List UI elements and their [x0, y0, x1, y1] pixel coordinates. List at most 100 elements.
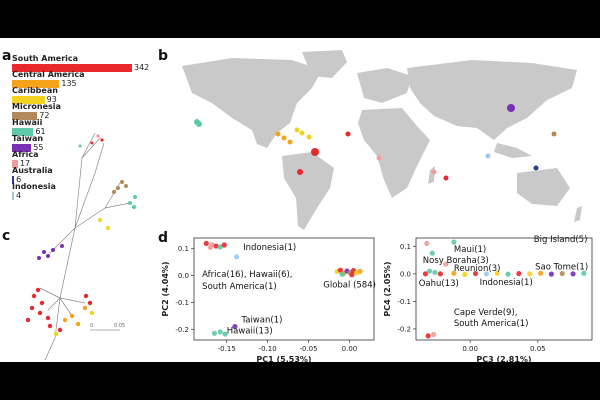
point-annotation: Big Island(5) — [534, 235, 588, 245]
bar-label: Africa — [12, 150, 39, 159]
data-point — [233, 254, 240, 260]
plot-frame — [193, 237, 375, 341]
y-tick-label: -0.2 — [175, 326, 189, 334]
point-annotation: Taiwan(1) — [240, 316, 282, 326]
bar-value: 17 — [19, 159, 31, 168]
point-annotation: Indonesia(1) — [243, 243, 296, 253]
bar-value: 55 — [33, 143, 44, 152]
data-point — [451, 270, 457, 276]
point-annotation: Maui(1) — [454, 245, 486, 255]
bar-fill — [12, 112, 38, 120]
data-point — [426, 268, 433, 274]
plot-frame — [415, 237, 593, 341]
bar-label: Indonesia — [12, 182, 56, 191]
y-tick-label: 0.0 — [178, 272, 189, 280]
bar-label: Caribbean — [12, 86, 58, 95]
x-tick-label: -0.15 — [218, 345, 236, 353]
bar-value: 61 — [35, 127, 46, 136]
data-point — [221, 242, 227, 248]
data-point — [424, 240, 430, 247]
data-point — [213, 243, 219, 249]
tree-tips — [37, 134, 137, 260]
figure-canvas: a South America 342 Central America 135 Cari… — [0, 38, 600, 362]
data-point — [431, 331, 437, 338]
map-land — [182, 50, 582, 230]
y-tick-label: -0.1 — [397, 298, 411, 306]
data-point — [437, 271, 443, 277]
panel-label-a: a — [2, 48, 12, 64]
bar-label: Taiwan — [12, 134, 44, 143]
point-annotation: Sao Tome(1) — [535, 263, 588, 273]
point-annotation: Reunion(3) — [454, 264, 501, 274]
bar-value: 72 — [39, 111, 50, 120]
pca-plot-pc3-pc4: 0.00 0.05 0.1 0.0 -0.1 -0.2 PC3 (2.81%) PC4 (2.… — [383, 235, 593, 362]
bar-label: South America — [12, 54, 79, 63]
bar-value: 93 — [46, 95, 57, 104]
data-point — [548, 271, 554, 277]
data-point — [211, 330, 218, 336]
data-point — [232, 323, 238, 330]
world-map — [182, 50, 582, 230]
point-annotation: Hawaii(13) — [227, 326, 273, 336]
point-annotation: Indonesia(1) — [480, 278, 533, 288]
data-point — [429, 250, 435, 256]
data-point — [581, 270, 587, 276]
tree-scale-label: 0.05 — [114, 323, 125, 329]
x-tick-label: -0.10 — [259, 345, 277, 353]
data-point — [339, 271, 345, 277]
bar-label: Central America — [12, 70, 85, 79]
data-point — [472, 270, 479, 277]
y-tick-label: 0.1 — [400, 243, 411, 251]
data-point — [203, 240, 209, 246]
x-axis-label: PC3 (2.81%) — [476, 355, 531, 362]
x-tick-label: 0.00 — [342, 345, 358, 353]
panel-label-d: d — [158, 230, 169, 246]
data-point — [516, 270, 522, 277]
y-axis-label: PC4 (2.05%) — [383, 261, 392, 316]
bar-fill — [12, 80, 60, 88]
bar-value: 6 — [16, 175, 22, 184]
data-point — [422, 271, 429, 277]
data-point — [432, 269, 438, 276]
data-point — [349, 272, 355, 278]
panel-label-b: b — [158, 48, 169, 64]
data-point — [570, 271, 576, 277]
data-point — [483, 271, 489, 277]
bar-value: 342 — [134, 63, 150, 72]
data-point — [537, 270, 544, 276]
bar-label: Australia — [12, 166, 53, 175]
point-annotation: Global (584) — [323, 281, 376, 291]
x-tick-label: 0.05 — [530, 345, 546, 353]
bar-fill — [12, 176, 15, 184]
bar-label: Hawaii — [12, 118, 43, 127]
point-annotation: South America(1) — [202, 282, 277, 292]
data-point — [527, 271, 533, 277]
bar-fill — [12, 96, 45, 104]
point-annotation: Nosy Boraha(3) — [423, 256, 489, 266]
data-point — [217, 329, 223, 335]
data-point — [462, 271, 468, 277]
point-annotation: Cape Verde(9), — [454, 308, 518, 318]
x-tick-label: 0.00 — [462, 345, 478, 353]
y-tick-label: -0.2 — [397, 325, 411, 333]
y-tick-label: -0.1 — [175, 299, 189, 307]
point-annotation: South America(1) — [454, 319, 529, 329]
data-point — [443, 261, 449, 267]
x-tick-label: -0.05 — [299, 345, 317, 353]
bar-fill — [12, 64, 132, 72]
data-point — [337, 267, 344, 273]
bar-value: 135 — [61, 79, 77, 88]
point-annotation: Africa(16), Hawaii(6), — [202, 270, 292, 280]
panel-label-c: c — [2, 228, 11, 244]
data-point — [559, 270, 565, 277]
bar-fill — [12, 128, 34, 136]
map-sample-markers — [194, 104, 557, 181]
y-tick-label: 0.0 — [400, 270, 411, 278]
point-annotation: Oahu(13) — [419, 279, 459, 289]
data-point — [357, 268, 363, 274]
data-point — [451, 239, 457, 245]
data-point — [505, 271, 511, 277]
data-point — [217, 244, 223, 250]
bar-fill — [12, 160, 18, 168]
data-point — [494, 270, 500, 276]
